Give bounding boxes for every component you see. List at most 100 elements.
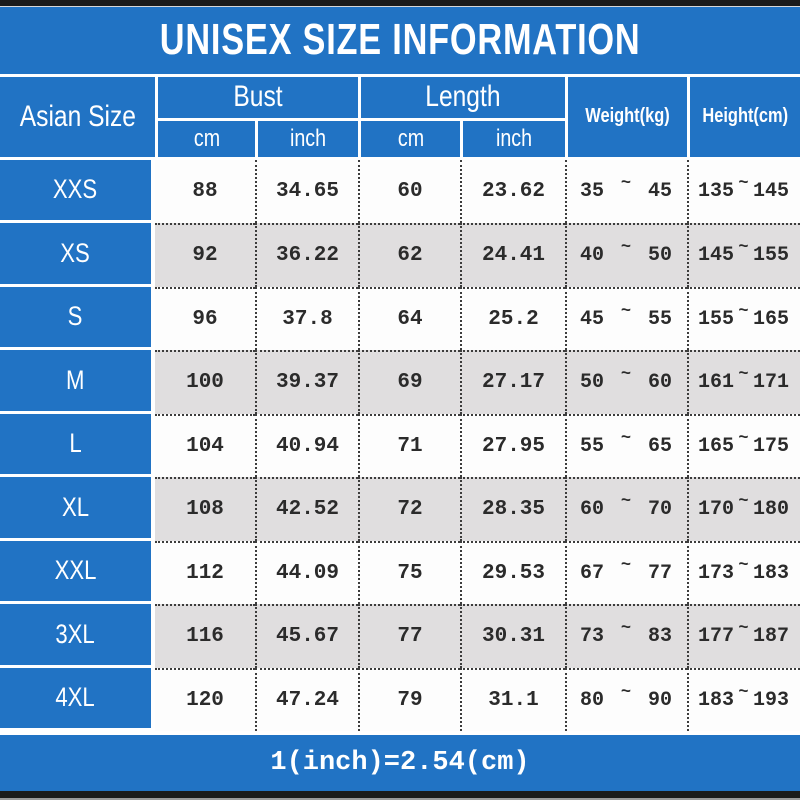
length-cm-cell: 72 xyxy=(358,477,460,541)
tilde-glyph: ~ xyxy=(738,238,749,258)
weight-range-cell: 73 ~ 83 xyxy=(565,604,687,668)
length-inch-cell: 27.95 xyxy=(460,413,565,478)
weight-min: 60 xyxy=(580,498,605,522)
height-header-label: Height(cm) xyxy=(702,105,788,128)
weight-max: 77 xyxy=(647,561,672,585)
corner-header: Asian Size xyxy=(0,77,155,157)
weight-range-cell: 45 ~ 55 xyxy=(565,286,687,351)
length-cm-header-label: cm xyxy=(397,124,424,152)
tilde-glyph: ~ xyxy=(738,365,749,385)
tilde-glyph: ~ xyxy=(738,492,749,512)
bust-cm-cell: 104 xyxy=(155,413,255,478)
height-range-cell: 161 ~ 171 xyxy=(687,350,800,414)
weight-min: 55 xyxy=(580,434,605,458)
height-max: 175 xyxy=(752,434,789,458)
length-cm-cell: 64 xyxy=(358,286,460,351)
height-max: 187 xyxy=(752,625,789,649)
title-separator xyxy=(0,73,800,77)
length-cm-cell: 71 xyxy=(358,413,460,478)
length-inch-cell: 25.2 xyxy=(460,286,565,351)
weight-min: 35 xyxy=(580,179,605,203)
length-cm-cell: 69 xyxy=(358,350,460,414)
height-header: Height(cm) xyxy=(687,76,800,157)
conversion-note: 1(inch)=2.54(cm) xyxy=(270,748,530,778)
height-range-cell: 173 ~ 183 xyxy=(687,540,800,605)
tilde-glyph: ~ xyxy=(738,428,749,448)
height-range-cell: 170 ~ 180 xyxy=(687,477,800,541)
height-min: 161 xyxy=(698,371,735,395)
length-inch-cell: 23.62 xyxy=(460,159,565,224)
bust-cm-cell: 116 xyxy=(155,604,255,668)
bust-inch-cell: 44.09 xyxy=(255,540,358,605)
weight-min: 50 xyxy=(580,371,605,395)
size-label: L xyxy=(69,428,82,459)
bust-cm-header: cm xyxy=(155,120,255,157)
size-label: 3XL xyxy=(55,618,96,649)
size-cell: XL xyxy=(0,477,155,541)
length-cm-header: cm xyxy=(358,120,460,157)
size-table-header: Asian Size Bust Length Weight(kg) Height… xyxy=(0,76,800,157)
tilde-glyph: ~ xyxy=(620,555,632,575)
weight-max: 60 xyxy=(647,371,672,395)
bust-cm-cell: 108 xyxy=(155,477,255,541)
weight-header: Weight(kg) xyxy=(565,76,687,157)
weight-max: 83 xyxy=(647,625,672,649)
size-label: XXL xyxy=(54,555,97,586)
size-cell: 4XL xyxy=(0,667,155,732)
bust-cm-cell: 100 xyxy=(155,350,255,414)
tilde-glyph: ~ xyxy=(620,619,632,639)
tilde-glyph: ~ xyxy=(738,555,749,575)
size-cell: XS xyxy=(0,223,155,287)
bust-cm-cell: 92 xyxy=(155,223,255,287)
tilde-glyph: ~ xyxy=(620,173,632,193)
size-label: XL xyxy=(61,491,90,522)
size-label: XXS xyxy=(53,174,98,205)
weight-range-cell: 80 ~ 90 xyxy=(565,667,687,732)
size-label: S xyxy=(68,301,83,332)
height-range-cell: 155 ~ 165 xyxy=(687,286,800,351)
length-inch-header-label: inch xyxy=(495,124,533,152)
length-group-header: Length xyxy=(358,76,565,121)
length-group-label: Length xyxy=(425,80,501,114)
size-cell: M xyxy=(0,350,155,414)
tilde-glyph: ~ xyxy=(738,619,749,639)
height-max: 145 xyxy=(752,179,789,203)
weight-max: 50 xyxy=(647,244,672,268)
height-max: 165 xyxy=(752,307,789,331)
tilde-glyph: ~ xyxy=(620,492,632,512)
page-title: UNISEX SIZE INFORMATION xyxy=(159,15,641,65)
weight-min: 73 xyxy=(580,625,605,649)
length-cm-cell: 79 xyxy=(358,667,460,732)
weight-range-cell: 40 ~ 50 xyxy=(565,223,687,287)
height-min: 155 xyxy=(698,307,735,331)
height-min: 177 xyxy=(698,625,735,649)
footer-bar: 1(inch)=2.54(cm) xyxy=(0,735,800,791)
length-cm-cell: 77 xyxy=(358,604,460,668)
length-cm-cell: 62 xyxy=(358,223,460,287)
length-inch-cell: 31.1 xyxy=(460,667,565,732)
bust-inch-cell: 40.94 xyxy=(255,413,358,478)
size-cell: XXS xyxy=(0,159,155,224)
height-min: 145 xyxy=(698,244,735,268)
bust-inch-cell: 45.67 xyxy=(255,604,358,668)
length-inch-cell: 24.41 xyxy=(460,223,565,287)
size-label: M xyxy=(66,364,85,395)
height-range-cell: 177 ~ 187 xyxy=(687,604,800,668)
weight-max: 55 xyxy=(647,307,672,331)
bust-cm-cell: 120 xyxy=(155,667,255,732)
height-max: 180 xyxy=(752,498,789,522)
height-min: 183 xyxy=(698,688,735,712)
weight-max: 70 xyxy=(647,498,672,522)
weight-range-cell: 60 ~ 70 xyxy=(565,477,687,541)
bust-cm-cell: 88 xyxy=(155,159,255,224)
height-min: 173 xyxy=(698,561,735,585)
weight-range-cell: 55 ~ 65 xyxy=(565,413,687,478)
length-inch-header: inch xyxy=(460,120,565,157)
weight-range-cell: 67 ~ 77 xyxy=(565,540,687,605)
height-max: 155 xyxy=(752,244,789,268)
length-cm-cell: 75 xyxy=(358,540,460,605)
weight-header-label: Weight(kg) xyxy=(585,105,670,128)
title-bar: UNISEX SIZE INFORMATION xyxy=(0,6,800,74)
height-range-cell: 165 ~ 175 xyxy=(687,413,800,478)
